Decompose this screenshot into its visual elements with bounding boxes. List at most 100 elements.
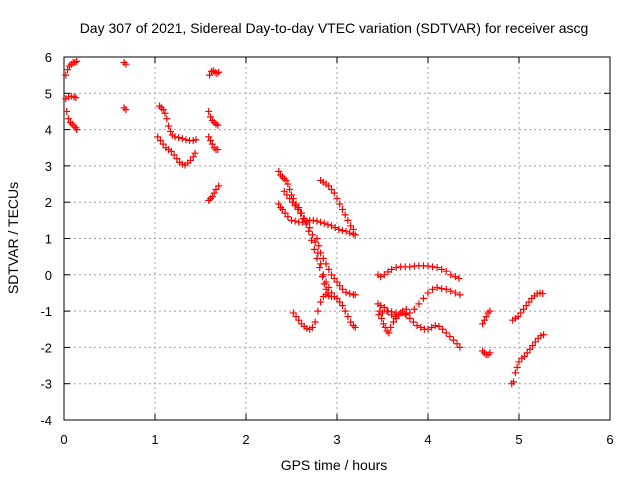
data-point [310, 245, 318, 253]
data-point [206, 71, 214, 79]
data-point [406, 309, 414, 317]
data-point [399, 307, 407, 315]
data-point [433, 264, 441, 272]
data-point [336, 200, 344, 208]
data-point [207, 113, 215, 121]
data-point [539, 290, 547, 298]
data-point [72, 124, 80, 132]
y-tick-label: -4 [40, 413, 52, 428]
data-point [511, 369, 519, 377]
data-point [175, 134, 183, 142]
data-point [189, 153, 197, 161]
data-point [182, 136, 190, 144]
data-point [122, 60, 130, 68]
data-point [317, 298, 325, 306]
data-point [292, 313, 300, 321]
data-point [313, 217, 321, 225]
data-point [333, 294, 341, 302]
data-point [438, 285, 446, 293]
data-point [456, 343, 464, 351]
data-point [315, 242, 323, 250]
data-point [333, 195, 341, 203]
data-point [428, 323, 436, 331]
x-tick-labels: 0 1 2 3 4 5 6 [60, 432, 613, 447]
data-points [62, 57, 548, 388]
data-point [515, 358, 523, 366]
y-tick-label: 0 [45, 268, 52, 283]
data-point [529, 342, 537, 350]
data-point [384, 268, 392, 276]
data-point [186, 156, 194, 164]
data-point [424, 262, 432, 270]
data-point [433, 284, 441, 292]
data-point [305, 227, 313, 235]
data-point [482, 313, 490, 321]
data-point [214, 146, 222, 154]
data-point [338, 205, 346, 213]
data-point [520, 305, 528, 313]
data-point [392, 264, 400, 272]
data-point [284, 180, 292, 188]
data-point [387, 323, 395, 331]
data-point [484, 309, 492, 317]
data-point [320, 280, 328, 288]
data-point [288, 216, 295, 224]
data-point [207, 68, 215, 76]
data-point [344, 216, 352, 224]
data-point [171, 133, 179, 141]
data-point [338, 227, 346, 235]
data-point [212, 120, 220, 128]
data-point [302, 220, 310, 228]
data-point [351, 291, 359, 299]
data-point [65, 62, 73, 70]
data-point [282, 176, 290, 184]
data-point [298, 218, 306, 226]
data-point [154, 133, 162, 141]
data-point [486, 349, 494, 357]
data-point [62, 71, 70, 79]
x-axis-label: GPS time / hours [281, 457, 388, 473]
y-tick-label: -2 [40, 340, 52, 355]
data-point [207, 195, 215, 203]
data-point [439, 325, 447, 333]
data-point [531, 338, 539, 346]
data-point [215, 182, 223, 190]
data-point [208, 117, 216, 125]
data-point [311, 238, 319, 246]
data-point [429, 263, 437, 271]
data-point [328, 271, 336, 279]
data-point [384, 307, 392, 315]
data-point [120, 58, 128, 66]
data-point [165, 122, 173, 130]
data-point [451, 273, 459, 281]
data-point [347, 222, 355, 230]
x-tick-label: 0 [60, 432, 67, 447]
data-point [317, 249, 325, 257]
data-point [351, 231, 359, 239]
data-point [523, 349, 531, 357]
data-point [178, 135, 186, 143]
data-point [205, 196, 213, 204]
y-tick-label: -1 [40, 304, 52, 319]
data-point [341, 307, 349, 315]
data-point [338, 302, 346, 310]
data-point [66, 118, 74, 126]
data-point [447, 271, 455, 279]
grid [64, 57, 610, 420]
data-point [456, 291, 464, 299]
data-point [447, 287, 455, 295]
data-point [278, 205, 286, 213]
data-point [309, 216, 317, 224]
data-point [159, 106, 167, 114]
data-point [328, 293, 336, 301]
data-point [280, 175, 288, 183]
data-point [486, 307, 494, 315]
data-point [385, 329, 393, 337]
y-axis-label: SDTVAR / TECUs [5, 182, 21, 294]
x-tick-label: 3 [333, 432, 340, 447]
data-point [283, 191, 291, 199]
data-point [417, 323, 425, 331]
data-point [156, 102, 164, 110]
data-point [424, 325, 432, 333]
data-point [333, 278, 341, 286]
